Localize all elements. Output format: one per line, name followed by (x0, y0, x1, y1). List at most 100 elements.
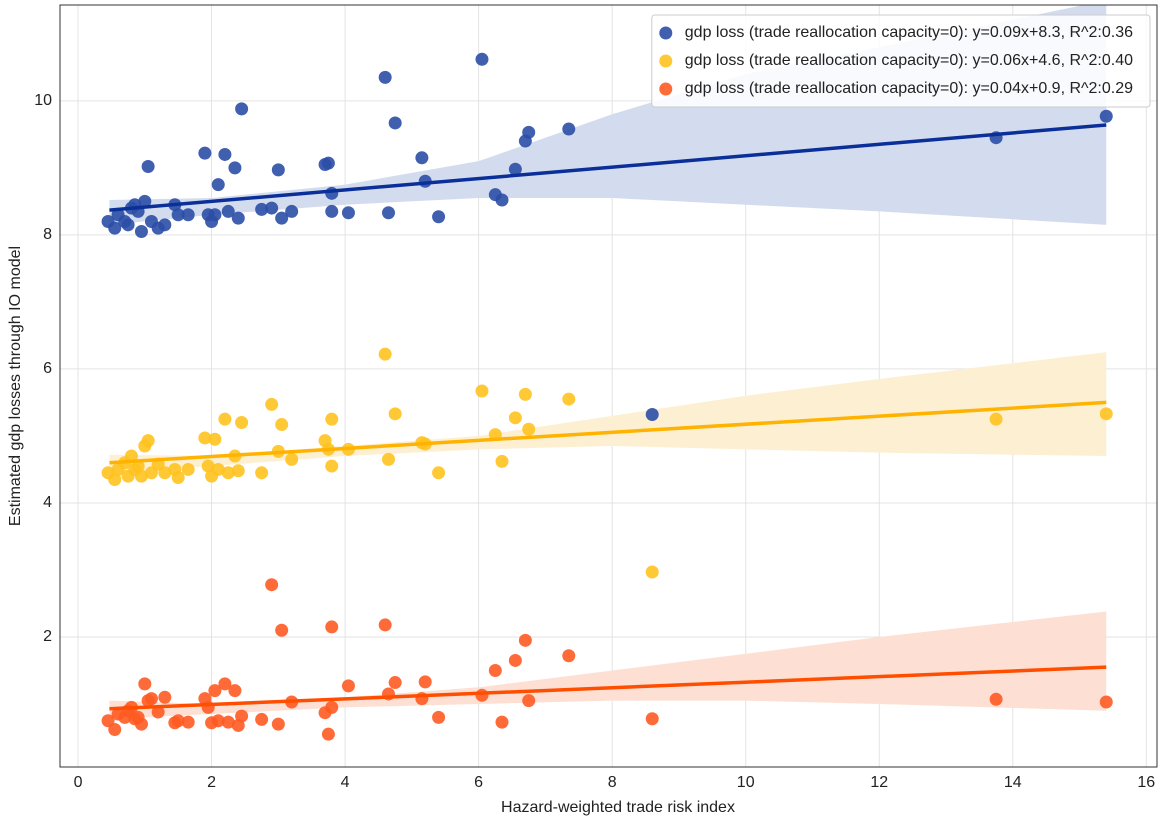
data-point (488, 663, 502, 677)
data-point (228, 684, 242, 698)
data-point (381, 206, 395, 220)
data-point (1099, 109, 1113, 123)
x-tick-label: 4 (341, 774, 350, 791)
data-point (121, 218, 135, 232)
data-point (508, 653, 522, 667)
confidence-band (109, 611, 1107, 719)
data-point (495, 193, 509, 207)
data-point (325, 620, 339, 634)
data-point (265, 397, 279, 411)
data-point (321, 156, 335, 170)
data-point (518, 387, 532, 401)
data-point (645, 565, 659, 579)
data-point (562, 649, 576, 663)
data-point (341, 206, 355, 220)
y-axis-label: Estimated gdp losses through IO model (7, 246, 24, 526)
data-point (235, 709, 249, 723)
data-point (325, 412, 339, 426)
data-point (158, 690, 172, 704)
regression-line (109, 665, 1107, 711)
data-point (265, 578, 279, 592)
data-point (231, 211, 245, 225)
data-point (475, 688, 489, 702)
data-point (508, 411, 522, 425)
data-point (508, 162, 522, 176)
regression-line (109, 400, 1107, 465)
data-point (285, 204, 299, 218)
data-point (221, 715, 235, 729)
data-point (381, 452, 395, 466)
data-point (522, 694, 536, 708)
data-point (285, 452, 299, 466)
data-point (388, 407, 402, 421)
legend-box (651, 14, 1151, 108)
data-point (208, 208, 222, 222)
data-point (151, 705, 165, 719)
data-point (108, 722, 122, 736)
data-point (235, 416, 249, 430)
data-point (255, 202, 269, 216)
data-point (134, 717, 148, 731)
plot-frame (59, 4, 1158, 768)
x-tick-label: 16 (1137, 774, 1155, 791)
data-point (378, 70, 392, 84)
data-point (989, 412, 1003, 426)
data-point (181, 208, 195, 222)
regression-line (109, 123, 1107, 212)
data-point (171, 208, 185, 222)
legend-label: gdp loss (trade reallocation capacity=0)… (685, 24, 1133, 41)
data-point (562, 392, 576, 406)
data-point (432, 466, 446, 480)
data-point (138, 677, 152, 691)
data-point (475, 52, 489, 66)
data-point (211, 178, 225, 192)
data-point (231, 464, 245, 478)
data-point (221, 466, 235, 480)
data-point (198, 146, 212, 160)
data-point (124, 449, 138, 463)
data-point (208, 432, 222, 446)
data-point (522, 125, 536, 139)
data-point (432, 710, 446, 724)
data-point (415, 151, 429, 165)
legend-label: gdp loss (trade reallocation capacity=0)… (685, 52, 1133, 69)
data-point (134, 225, 148, 239)
data-point (138, 194, 152, 208)
data-point (645, 407, 659, 421)
data-point (378, 347, 392, 361)
data-point (235, 102, 249, 116)
data-point (198, 431, 212, 445)
data-point (208, 684, 222, 698)
legend-label: gdp loss (trade reallocation capacity=0)… (685, 80, 1133, 97)
data-point (108, 221, 122, 235)
y-tick-label: 4 (43, 494, 52, 511)
data-point (275, 211, 289, 225)
x-tick-label: 12 (870, 774, 888, 791)
data-point (645, 712, 659, 726)
data-point (201, 459, 215, 473)
data-point (211, 462, 225, 476)
data-point (325, 700, 339, 714)
data-point (218, 412, 232, 426)
data-point (495, 715, 509, 729)
data-point (144, 692, 158, 706)
data-point (171, 470, 185, 484)
data-point (271, 717, 285, 731)
data-point (181, 462, 195, 476)
data-point (108, 472, 122, 486)
data-point (522, 422, 536, 436)
x-tick-label: 14 (1004, 774, 1022, 791)
legend-marker (659, 54, 673, 68)
legend-marker (659, 26, 673, 40)
data-point (562, 122, 576, 136)
data-point (341, 679, 355, 693)
confidence-band (109, 352, 1107, 473)
data-point (211, 714, 225, 728)
x-tick-label: 0 (74, 774, 83, 791)
x-axis-label: Hazard-weighted trade risk index (501, 799, 735, 816)
data-point (418, 675, 432, 689)
x-tick-label: 6 (474, 774, 483, 791)
x-tick-label: 2 (207, 774, 216, 791)
data-point (325, 186, 339, 200)
